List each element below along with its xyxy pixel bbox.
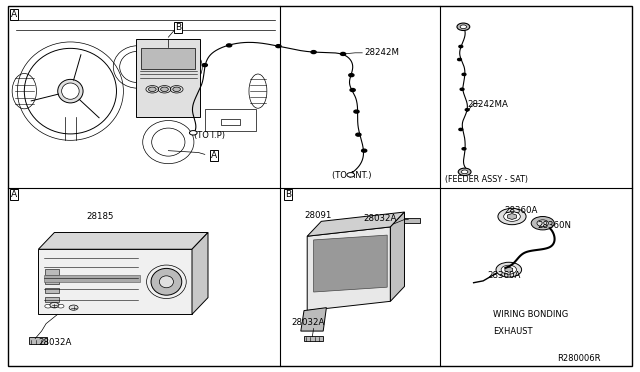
Circle shape (501, 265, 516, 274)
Circle shape (459, 128, 463, 131)
Circle shape (148, 87, 156, 92)
Text: (TO I.P): (TO I.P) (194, 131, 225, 140)
Circle shape (537, 220, 548, 227)
Text: 28242MA: 28242MA (467, 100, 508, 109)
Text: B: B (175, 23, 181, 32)
Circle shape (356, 133, 361, 136)
Bar (404, 218, 420, 223)
Circle shape (354, 110, 359, 113)
Bar (38, 249, 192, 314)
Polygon shape (314, 235, 387, 292)
Text: WIRING BONDING: WIRING BONDING (493, 310, 568, 319)
Text: A: A (11, 10, 17, 19)
Text: 28091: 28091 (304, 211, 332, 220)
Polygon shape (505, 267, 513, 272)
Text: 28032A: 28032A (292, 318, 325, 327)
Circle shape (50, 302, 59, 308)
Bar (136, 39, 200, 117)
Circle shape (276, 45, 281, 48)
Bar (44, 275, 140, 282)
Circle shape (202, 64, 207, 67)
Text: A: A (11, 190, 17, 199)
Polygon shape (307, 227, 390, 311)
Bar (141, 48, 195, 69)
Bar (45, 269, 59, 275)
Circle shape (349, 74, 354, 77)
Text: 28032A: 28032A (364, 214, 397, 223)
Text: B: B (285, 190, 291, 199)
Text: 28185: 28185 (86, 212, 114, 221)
Bar (205, 109, 256, 131)
Bar (304, 336, 323, 341)
Text: 28360N: 28360N (538, 221, 572, 230)
Polygon shape (307, 212, 404, 236)
Circle shape (51, 304, 58, 308)
Circle shape (58, 304, 64, 308)
Text: (TO ANT.): (TO ANT.) (332, 171, 371, 180)
Bar (29, 337, 47, 344)
Circle shape (459, 45, 463, 48)
Circle shape (504, 212, 520, 221)
Polygon shape (508, 214, 516, 219)
Text: 28032A: 28032A (38, 338, 72, 347)
Circle shape (69, 305, 78, 310)
Circle shape (498, 208, 526, 225)
Circle shape (460, 25, 467, 29)
Circle shape (461, 170, 468, 174)
Circle shape (462, 148, 466, 150)
Polygon shape (192, 232, 208, 314)
Polygon shape (38, 232, 208, 249)
Text: R280006R: R280006R (557, 355, 600, 363)
Text: 28360A: 28360A (488, 271, 521, 280)
Circle shape (458, 168, 471, 176)
Bar (45, 279, 59, 284)
Circle shape (458, 58, 461, 61)
Circle shape (350, 89, 355, 92)
Circle shape (462, 73, 466, 76)
Text: EXHAUST: EXHAUST (493, 327, 532, 336)
Text: (FEEDER ASSY - SAT): (FEEDER ASSY - SAT) (445, 175, 528, 184)
Circle shape (161, 87, 168, 92)
Circle shape (531, 217, 554, 230)
Polygon shape (390, 212, 404, 301)
Circle shape (45, 304, 51, 308)
Circle shape (173, 87, 180, 92)
Circle shape (457, 23, 470, 31)
Text: A: A (211, 151, 217, 160)
Circle shape (189, 131, 197, 135)
Circle shape (362, 149, 367, 152)
Circle shape (465, 109, 469, 111)
Circle shape (496, 262, 522, 277)
Circle shape (460, 88, 464, 90)
Circle shape (347, 173, 355, 177)
Circle shape (227, 44, 232, 47)
Text: 28360A: 28360A (504, 206, 538, 215)
Circle shape (340, 52, 346, 55)
Ellipse shape (151, 269, 182, 295)
Ellipse shape (61, 83, 79, 99)
Bar (221, 119, 240, 125)
Text: 28242M: 28242M (365, 48, 400, 57)
Ellipse shape (159, 276, 173, 288)
Bar (45, 297, 59, 302)
Bar (45, 288, 59, 293)
Polygon shape (301, 308, 326, 331)
Circle shape (311, 51, 316, 54)
Ellipse shape (58, 79, 83, 103)
